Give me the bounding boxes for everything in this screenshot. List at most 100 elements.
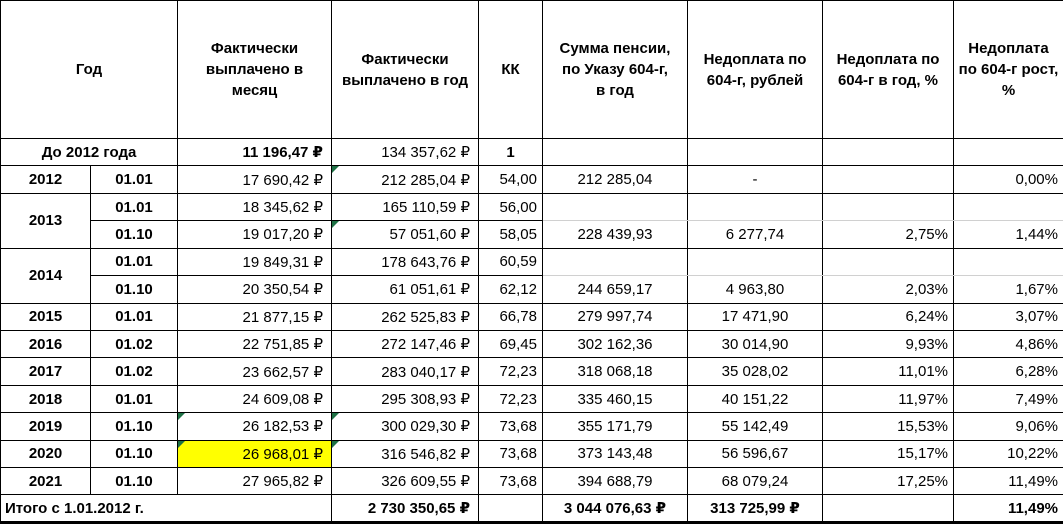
cell-date[interactable]: 01.02: [90, 329, 178, 359]
cell-kk[interactable]: 56,00: [478, 192, 543, 222]
cell-underpayment-rub[interactable]: 4 963,80: [687, 275, 823, 304]
cell-date[interactable]: 01.10: [90, 275, 178, 304]
cell-kk[interactable]: 72,23: [478, 384, 543, 414]
cell-yearly-paid[interactable]: 326 609,55 ₽: [331, 467, 479, 496]
cell-kk[interactable]: 54,00: [478, 165, 543, 194]
cell-underpayment-pct-year[interactable]: 6,24%: [822, 302, 954, 331]
cell-monthly-paid[interactable]: 19 849,31 ₽: [177, 247, 332, 277]
cell-underpayment-growth[interactable]: 7,49%: [953, 384, 1063, 414]
cell-kk[interactable]: 73,68: [478, 467, 543, 496]
cell-underpayment-pct-year[interactable]: 15,17%: [822, 439, 954, 469]
cell-pension-604[interactable]: 355 171,79: [542, 412, 688, 441]
cell-date[interactable]: 01.10: [90, 439, 178, 469]
cell-pension-604[interactable]: 373 143,48: [542, 439, 688, 469]
cell-date[interactable]: 01.01: [90, 247, 178, 277]
cell-monthly-paid[interactable]: 27 965,82 ₽: [177, 467, 332, 496]
cell-underpayment-rub[interactable]: 6 277,74: [687, 220, 823, 249]
cell-underpayment-rub[interactable]: 40 151,22: [687, 384, 823, 414]
cell-yearly-paid[interactable]: 283 040,17 ₽: [331, 357, 479, 386]
cell-pension-604[interactable]: 279 997,74: [542, 302, 688, 331]
cell-monthly-paid[interactable]: 24 609,08 ₽: [177, 384, 332, 414]
cell-pension-604[interactable]: [542, 247, 688, 277]
cell-underpayment-rub[interactable]: [687, 247, 823, 277]
cell-underpayment-rub[interactable]: 68 079,24: [687, 467, 823, 496]
cell-underpayment-growth[interactable]: 0,00%: [953, 165, 1063, 194]
cell-pension-604[interactable]: [542, 137, 688, 167]
cell-underpayment-growth[interactable]: 9,06%: [953, 412, 1063, 441]
cell-underpayment-pct-year[interactable]: 17,25%: [822, 467, 954, 496]
cell-monthly-paid[interactable]: 18 345,62 ₽: [177, 192, 332, 222]
cell-underpayment-pct-year[interactable]: 9,93%: [822, 329, 954, 359]
cell-kk[interactable]: 72,23: [478, 357, 543, 386]
header-underpayment-pct-year[interactable]: Недоплата по 604-г в год, %: [822, 0, 954, 139]
cell-yearly-paid[interactable]: 212 285,04 ₽: [331, 165, 479, 194]
cell-yearly-paid[interactable]: 316 546,82 ₽: [331, 439, 479, 469]
cell-monthly-paid[interactable]: 19 017,20 ₽: [177, 220, 332, 249]
cell-kk[interactable]: 62,12: [478, 275, 543, 304]
cell-pension-604[interactable]: [542, 192, 688, 222]
cell-year[interactable]: 2014: [0, 247, 91, 304]
cell-date[interactable]: 01.10: [90, 220, 178, 249]
cell-yearly-paid[interactable]: 272 147,46 ₽: [331, 329, 479, 359]
cell-period-label[interactable]: До 2012 года: [0, 137, 178, 167]
cell-underpayment-pct-year[interactable]: 2,75%: [822, 220, 954, 249]
cell-monthly-paid[interactable]: 21 877,15 ₽: [177, 302, 332, 331]
cell-pension-604[interactable]: 244 659,17: [542, 275, 688, 304]
cell-underpayment-rub[interactable]: 30 014,90: [687, 329, 823, 359]
cell-total-pension-604[interactable]: 3 044 076,63 ₽: [542, 494, 688, 524]
cell-date[interactable]: 01.10: [90, 467, 178, 496]
header-underpayment-growth[interactable]: Недоплата по 604-г рост, %: [953, 0, 1063, 139]
cell-underpayment-rub[interactable]: [687, 137, 823, 167]
cell-year[interactable]: 2013: [0, 192, 91, 249]
cell-year[interactable]: 2020: [0, 439, 91, 469]
cell-kk[interactable]: 58,05: [478, 220, 543, 249]
header-year[interactable]: Год: [0, 0, 178, 139]
cell-kk[interactable]: [478, 494, 543, 524]
cell-yearly-paid[interactable]: 61 051,61 ₽: [331, 275, 479, 304]
cell-monthly-paid[interactable]: 26 182,53 ₽: [177, 412, 332, 441]
cell-kk[interactable]: 1: [478, 137, 543, 167]
cell-date[interactable]: 01.02: [90, 357, 178, 386]
cell-pension-604[interactable]: 212 285,04: [542, 165, 688, 194]
cell-year[interactable]: 2019: [0, 412, 91, 441]
cell-underpayment-rub[interactable]: 35 028,02: [687, 357, 823, 386]
cell-year[interactable]: 2017: [0, 357, 91, 386]
header-monthly-paid[interactable]: Фактически выплачено в месяц: [177, 0, 332, 139]
cell-underpayment-pct-year[interactable]: 2,03%: [822, 275, 954, 304]
cell-underpayment-growth[interactable]: [953, 137, 1063, 167]
cell-total-underpayment-growth[interactable]: 11,49%: [953, 494, 1063, 524]
cell-underpayment-pct-year[interactable]: [822, 165, 954, 194]
cell-kk[interactable]: 66,78: [478, 302, 543, 331]
cell-date[interactable]: 01.01: [90, 302, 178, 331]
header-pension-604[interactable]: Сумма пенсии, по Указу 604-г, в год: [542, 0, 688, 139]
cell-pension-604[interactable]: 335 460,15: [542, 384, 688, 414]
cell-year[interactable]: 2012: [0, 165, 91, 194]
cell-underpayment-rub[interactable]: -: [687, 165, 823, 194]
cell-underpayment-growth[interactable]: 4,86%: [953, 329, 1063, 359]
cell-monthly-paid[interactable]: 23 662,57 ₽: [177, 357, 332, 386]
cell-underpayment-pct-year[interactable]: [822, 247, 954, 277]
cell-yearly-paid[interactable]: 178 643,76 ₽: [331, 247, 479, 277]
cell-underpayment-pct-year[interactable]: 11,01%: [822, 357, 954, 386]
cell-pension-604[interactable]: 318 068,18: [542, 357, 688, 386]
cell-yearly-paid[interactable]: 262 525,83 ₽: [331, 302, 479, 331]
cell-underpayment-growth[interactable]: 11,49%: [953, 467, 1063, 496]
cell-yearly-paid[interactable]: 57 051,60 ₽: [331, 220, 479, 249]
cell-date[interactable]: 01.01: [90, 384, 178, 414]
cell-monthly-paid[interactable]: 17 690,42 ₽: [177, 165, 332, 194]
cell-total-underpayment-rub[interactable]: 313 725,99 ₽: [687, 494, 823, 524]
cell-underpayment-growth[interactable]: [953, 247, 1063, 277]
cell-year[interactable]: 2015: [0, 302, 91, 331]
cell-yearly-paid[interactable]: 295 308,93 ₽: [331, 384, 479, 414]
cell-date[interactable]: 01.01: [90, 192, 178, 222]
cell-underpayment-pct-year[interactable]: 11,97%: [822, 384, 954, 414]
cell-underpayment-rub[interactable]: 17 471,90: [687, 302, 823, 331]
cell-kk[interactable]: 73,68: [478, 439, 543, 469]
cell-underpayment-pct-year[interactable]: [822, 494, 954, 524]
cell-underpayment-growth[interactable]: 3,07%: [953, 302, 1063, 331]
cell-underpayment-rub[interactable]: [687, 192, 823, 222]
cell-yearly-paid[interactable]: 134 357,62 ₽: [331, 137, 479, 167]
cell-monthly-paid[interactable]: 20 350,54 ₽: [177, 275, 332, 304]
cell-kk[interactable]: 69,45: [478, 329, 543, 359]
cell-pension-604[interactable]: 394 688,79: [542, 467, 688, 496]
